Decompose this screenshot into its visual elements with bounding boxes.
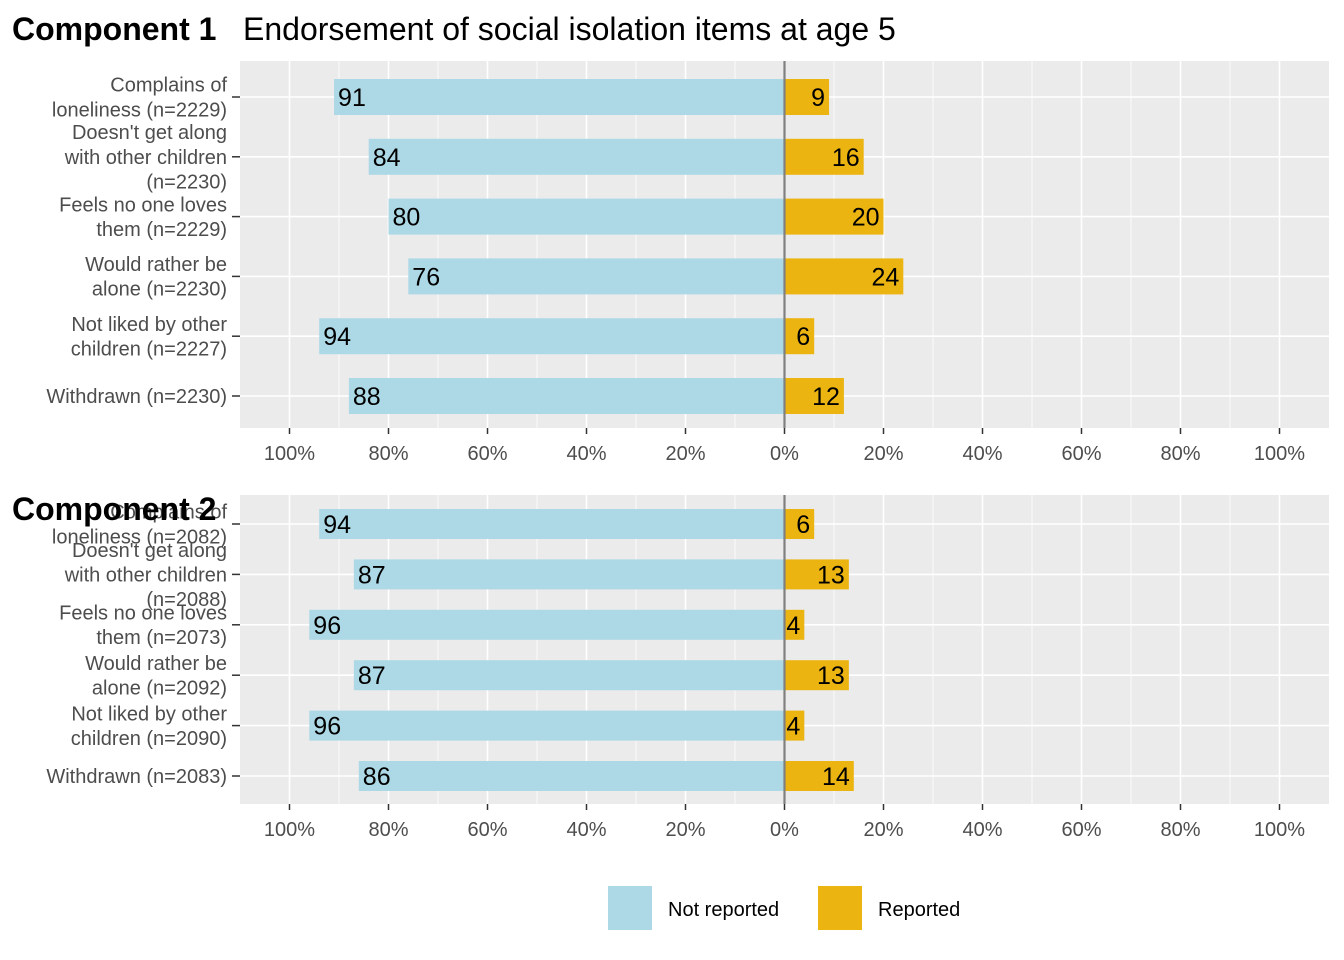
- bar-not-reported: [408, 258, 785, 295]
- bar-not-reported: [319, 509, 785, 539]
- bar-not-reported: [353, 559, 785, 590]
- bar-not-reported: [319, 318, 785, 355]
- data-label-not-reported: 76: [412, 263, 440, 291]
- x-tick-label: 20%: [665, 819, 705, 841]
- component-1-tag: Component 1: [12, 11, 216, 47]
- category-label-withdrawn-n-2230: Withdrawn (n=2230): [46, 386, 227, 408]
- x-tick-label: 40%: [962, 443, 1002, 465]
- category-label-doesn-t-get-along: Doesn't get along with other children (n=2…: [64, 540, 227, 611]
- bar-not-reported: [309, 710, 785, 741]
- data-label-reported: 6: [796, 511, 810, 539]
- category-label-not-liked-by-other: Not liked by other children (n=2090): [71, 703, 228, 750]
- bar-not-reported: [388, 198, 785, 235]
- data-label-reported: 24: [871, 263, 899, 291]
- bar-not-reported: [353, 660, 785, 691]
- data-label-reported: 20: [852, 204, 880, 232]
- category-label-feels-no-one-loves: Feels no one loves them (n=2073): [59, 603, 227, 650]
- bar-reported: [784, 258, 904, 295]
- bar-reported: [784, 378, 844, 414]
- legend-label-reported: Reported: [878, 899, 960, 921]
- data-label-not-reported: 84: [373, 144, 401, 172]
- bar-reported: [784, 509, 815, 539]
- bar-reported: [784, 710, 805, 741]
- x-tick-label: 100%: [264, 443, 315, 465]
- x-tick-label: 80%: [368, 443, 408, 465]
- component-2-tag: Component 2: [12, 491, 216, 527]
- x-tick-label: 20%: [863, 443, 903, 465]
- x-tick-label: 60%: [1061, 443, 1101, 465]
- bar-reported: [784, 138, 864, 175]
- x-tick-label: 100%: [1254, 443, 1305, 465]
- bar-reported: [784, 198, 884, 235]
- x-tick-label: 0%: [770, 819, 799, 841]
- bar-not-reported: [309, 609, 785, 640]
- category-label-complains-of: Complains of loneliness (n=2229): [52, 75, 228, 122]
- x-tick-label: 100%: [1254, 819, 1305, 841]
- legend: Not reported Reported: [608, 886, 960, 930]
- data-label-reported: 4: [786, 713, 800, 741]
- data-label-reported: 13: [817, 662, 845, 690]
- data-label-reported: 13: [817, 561, 845, 589]
- data-label-reported: 16: [832, 144, 860, 172]
- data-label-reported: 9: [811, 84, 825, 112]
- category-label-not-liked-by-other: Not liked by other children (n=2227): [71, 314, 228, 361]
- bar-not-reported: [368, 138, 785, 175]
- category-label-feels-no-one-loves: Feels no one loves them (n=2229): [59, 194, 227, 241]
- x-tick-label: 40%: [566, 443, 606, 465]
- category-label-complains-of: Complains of loneliness (n=2082): [52, 502, 228, 549]
- x-tick-label: 80%: [1160, 819, 1200, 841]
- bar-not-reported: [334, 79, 785, 115]
- x-tick-label: 100%: [264, 819, 315, 841]
- bar-reported: [784, 79, 830, 115]
- data-label-not-reported: 91: [338, 84, 366, 112]
- x-tick-label: 0%: [770, 443, 799, 465]
- data-label-not-reported: 96: [313, 713, 341, 741]
- bar-reported: [784, 609, 805, 640]
- data-label-not-reported: 87: [358, 662, 386, 690]
- bar-reported: [784, 559, 849, 590]
- data-label-reported: 14: [822, 763, 850, 791]
- data-label-not-reported: 80: [393, 204, 421, 232]
- legend-key-not-reported: [608, 886, 652, 930]
- chart-title: Endorsement of social isolation items at…: [243, 11, 896, 47]
- legend-key-reported: [818, 886, 862, 930]
- x-tick-label: 40%: [962, 819, 1002, 841]
- bar-not-reported: [358, 761, 785, 791]
- x-tick-label: 80%: [1160, 443, 1200, 465]
- x-tick-label: 40%: [566, 819, 606, 841]
- bar-reported: [784, 761, 854, 791]
- x-tick-label: 60%: [467, 443, 507, 465]
- bar-not-reported: [348, 378, 785, 414]
- data-label-not-reported: 96: [313, 612, 341, 640]
- category-label-doesn-t-get-along: Doesn't get along with other children (n=2…: [64, 122, 227, 193]
- bar-reported: [784, 318, 815, 355]
- data-label-not-reported: 94: [323, 323, 351, 351]
- data-label-reported: 4: [786, 612, 800, 640]
- x-tick-label: 60%: [467, 819, 507, 841]
- legend-label-not-reported: Not reported: [668, 899, 779, 921]
- category-label-would-rather-be: Would rather be alone (n=2092): [85, 653, 227, 700]
- component-2-panel: 94 6 Complains of loneliness (n=2082) 87 13 Do…: [46, 495, 1329, 841]
- x-tick-label: 20%: [665, 443, 705, 465]
- x-tick-label: 80%: [368, 819, 408, 841]
- data-label-not-reported: 87: [358, 561, 386, 589]
- data-label-reported: 12: [812, 383, 840, 411]
- component-1-panel: 91 9 Complains of loneliness (n=2229) 84 16 Do…: [46, 61, 1329, 465]
- category-label-would-rather-be: Would rather be alone (n=2230): [85, 254, 227, 301]
- data-label-not-reported: 94: [323, 511, 351, 539]
- bar-reported: [784, 660, 849, 691]
- x-tick-label: 20%: [863, 819, 903, 841]
- x-tick-label: 60%: [1061, 819, 1101, 841]
- category-label-withdrawn-n-2083: Withdrawn (n=2083): [46, 766, 227, 788]
- data-label-reported: 6: [796, 323, 810, 351]
- data-label-not-reported: 86: [363, 763, 391, 791]
- data-label-not-reported: 88: [353, 383, 381, 411]
